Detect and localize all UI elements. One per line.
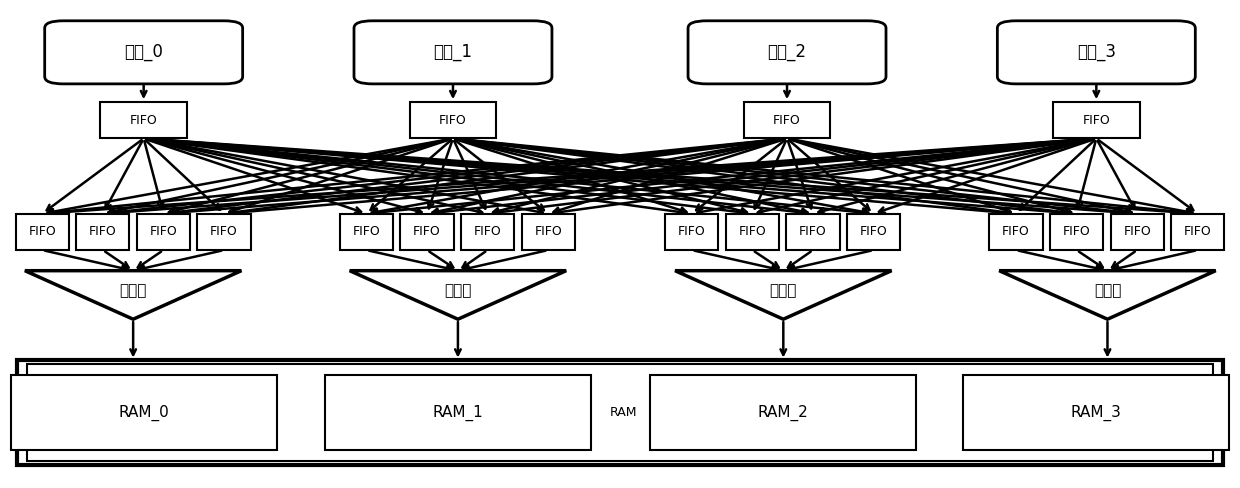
Text: FIFO: FIFO <box>859 225 888 238</box>
Text: FIFO: FIFO <box>130 114 157 127</box>
Text: FIFO: FIFO <box>678 225 706 238</box>
Bar <box>76 214 129 250</box>
Bar <box>136 214 190 250</box>
Bar <box>1111 214 1164 250</box>
Text: FIFO: FIFO <box>439 114 466 127</box>
Bar <box>665 214 718 250</box>
Bar <box>725 214 779 250</box>
Bar <box>1172 214 1224 250</box>
Bar <box>11 375 277 450</box>
Text: FIFO: FIFO <box>29 225 56 238</box>
Text: FIFO: FIFO <box>413 225 441 238</box>
Text: FIFO: FIFO <box>739 225 766 238</box>
Text: FIFO: FIFO <box>799 225 827 238</box>
Bar <box>409 102 496 139</box>
Bar <box>522 214 575 250</box>
Bar <box>963 375 1229 450</box>
Text: 仲裁器: 仲裁器 <box>1094 284 1121 299</box>
Bar <box>340 214 393 250</box>
Text: FIFO: FIFO <box>1123 225 1151 238</box>
Bar <box>100 102 187 139</box>
Bar <box>16 214 68 250</box>
FancyBboxPatch shape <box>688 21 887 84</box>
Bar <box>1050 214 1104 250</box>
Bar <box>990 214 1043 250</box>
Bar <box>461 214 515 250</box>
Bar <box>650 375 916 450</box>
Text: FIFO: FIFO <box>534 225 562 238</box>
Text: 仲裁器: 仲裁器 <box>444 284 471 299</box>
Text: FIFO: FIFO <box>1002 225 1029 238</box>
Text: RAM_3: RAM_3 <box>1071 405 1122 421</box>
Text: FIFO: FIFO <box>150 225 177 238</box>
Text: RAM_2: RAM_2 <box>758 405 808 421</box>
Text: FIFO: FIFO <box>89 225 117 238</box>
Polygon shape <box>350 271 567 319</box>
Text: 仲裁器: 仲裁器 <box>119 284 146 299</box>
Text: FIFO: FIFO <box>774 114 801 127</box>
Text: 接口_3: 接口_3 <box>1076 43 1116 61</box>
Bar <box>27 365 1213 461</box>
FancyBboxPatch shape <box>997 21 1195 84</box>
Bar <box>197 214 250 250</box>
Text: RAM_1: RAM_1 <box>433 405 484 421</box>
Text: FIFO: FIFO <box>352 225 381 238</box>
Text: FIFO: FIFO <box>1083 114 1110 127</box>
FancyBboxPatch shape <box>353 21 552 84</box>
Bar <box>17 361 1223 465</box>
Text: 接口_1: 接口_1 <box>434 43 472 61</box>
Text: 仲裁器: 仲裁器 <box>770 284 797 299</box>
Polygon shape <box>675 271 892 319</box>
Text: FIFO: FIFO <box>1184 225 1211 238</box>
Polygon shape <box>25 271 242 319</box>
Bar <box>401 214 454 250</box>
Polygon shape <box>999 271 1215 319</box>
Text: FIFO: FIFO <box>1063 225 1090 238</box>
Text: RAM: RAM <box>610 406 637 419</box>
Text: FIFO: FIFO <box>474 225 501 238</box>
Text: RAM_0: RAM_0 <box>118 405 169 421</box>
FancyBboxPatch shape <box>45 21 243 84</box>
Text: 接口_0: 接口_0 <box>124 43 164 61</box>
Bar <box>847 214 900 250</box>
Bar <box>325 375 591 450</box>
Bar <box>744 102 831 139</box>
Text: 接口_2: 接口_2 <box>768 43 806 61</box>
Bar <box>786 214 839 250</box>
Text: FIFO: FIFO <box>211 225 238 238</box>
Bar <box>1053 102 1140 139</box>
